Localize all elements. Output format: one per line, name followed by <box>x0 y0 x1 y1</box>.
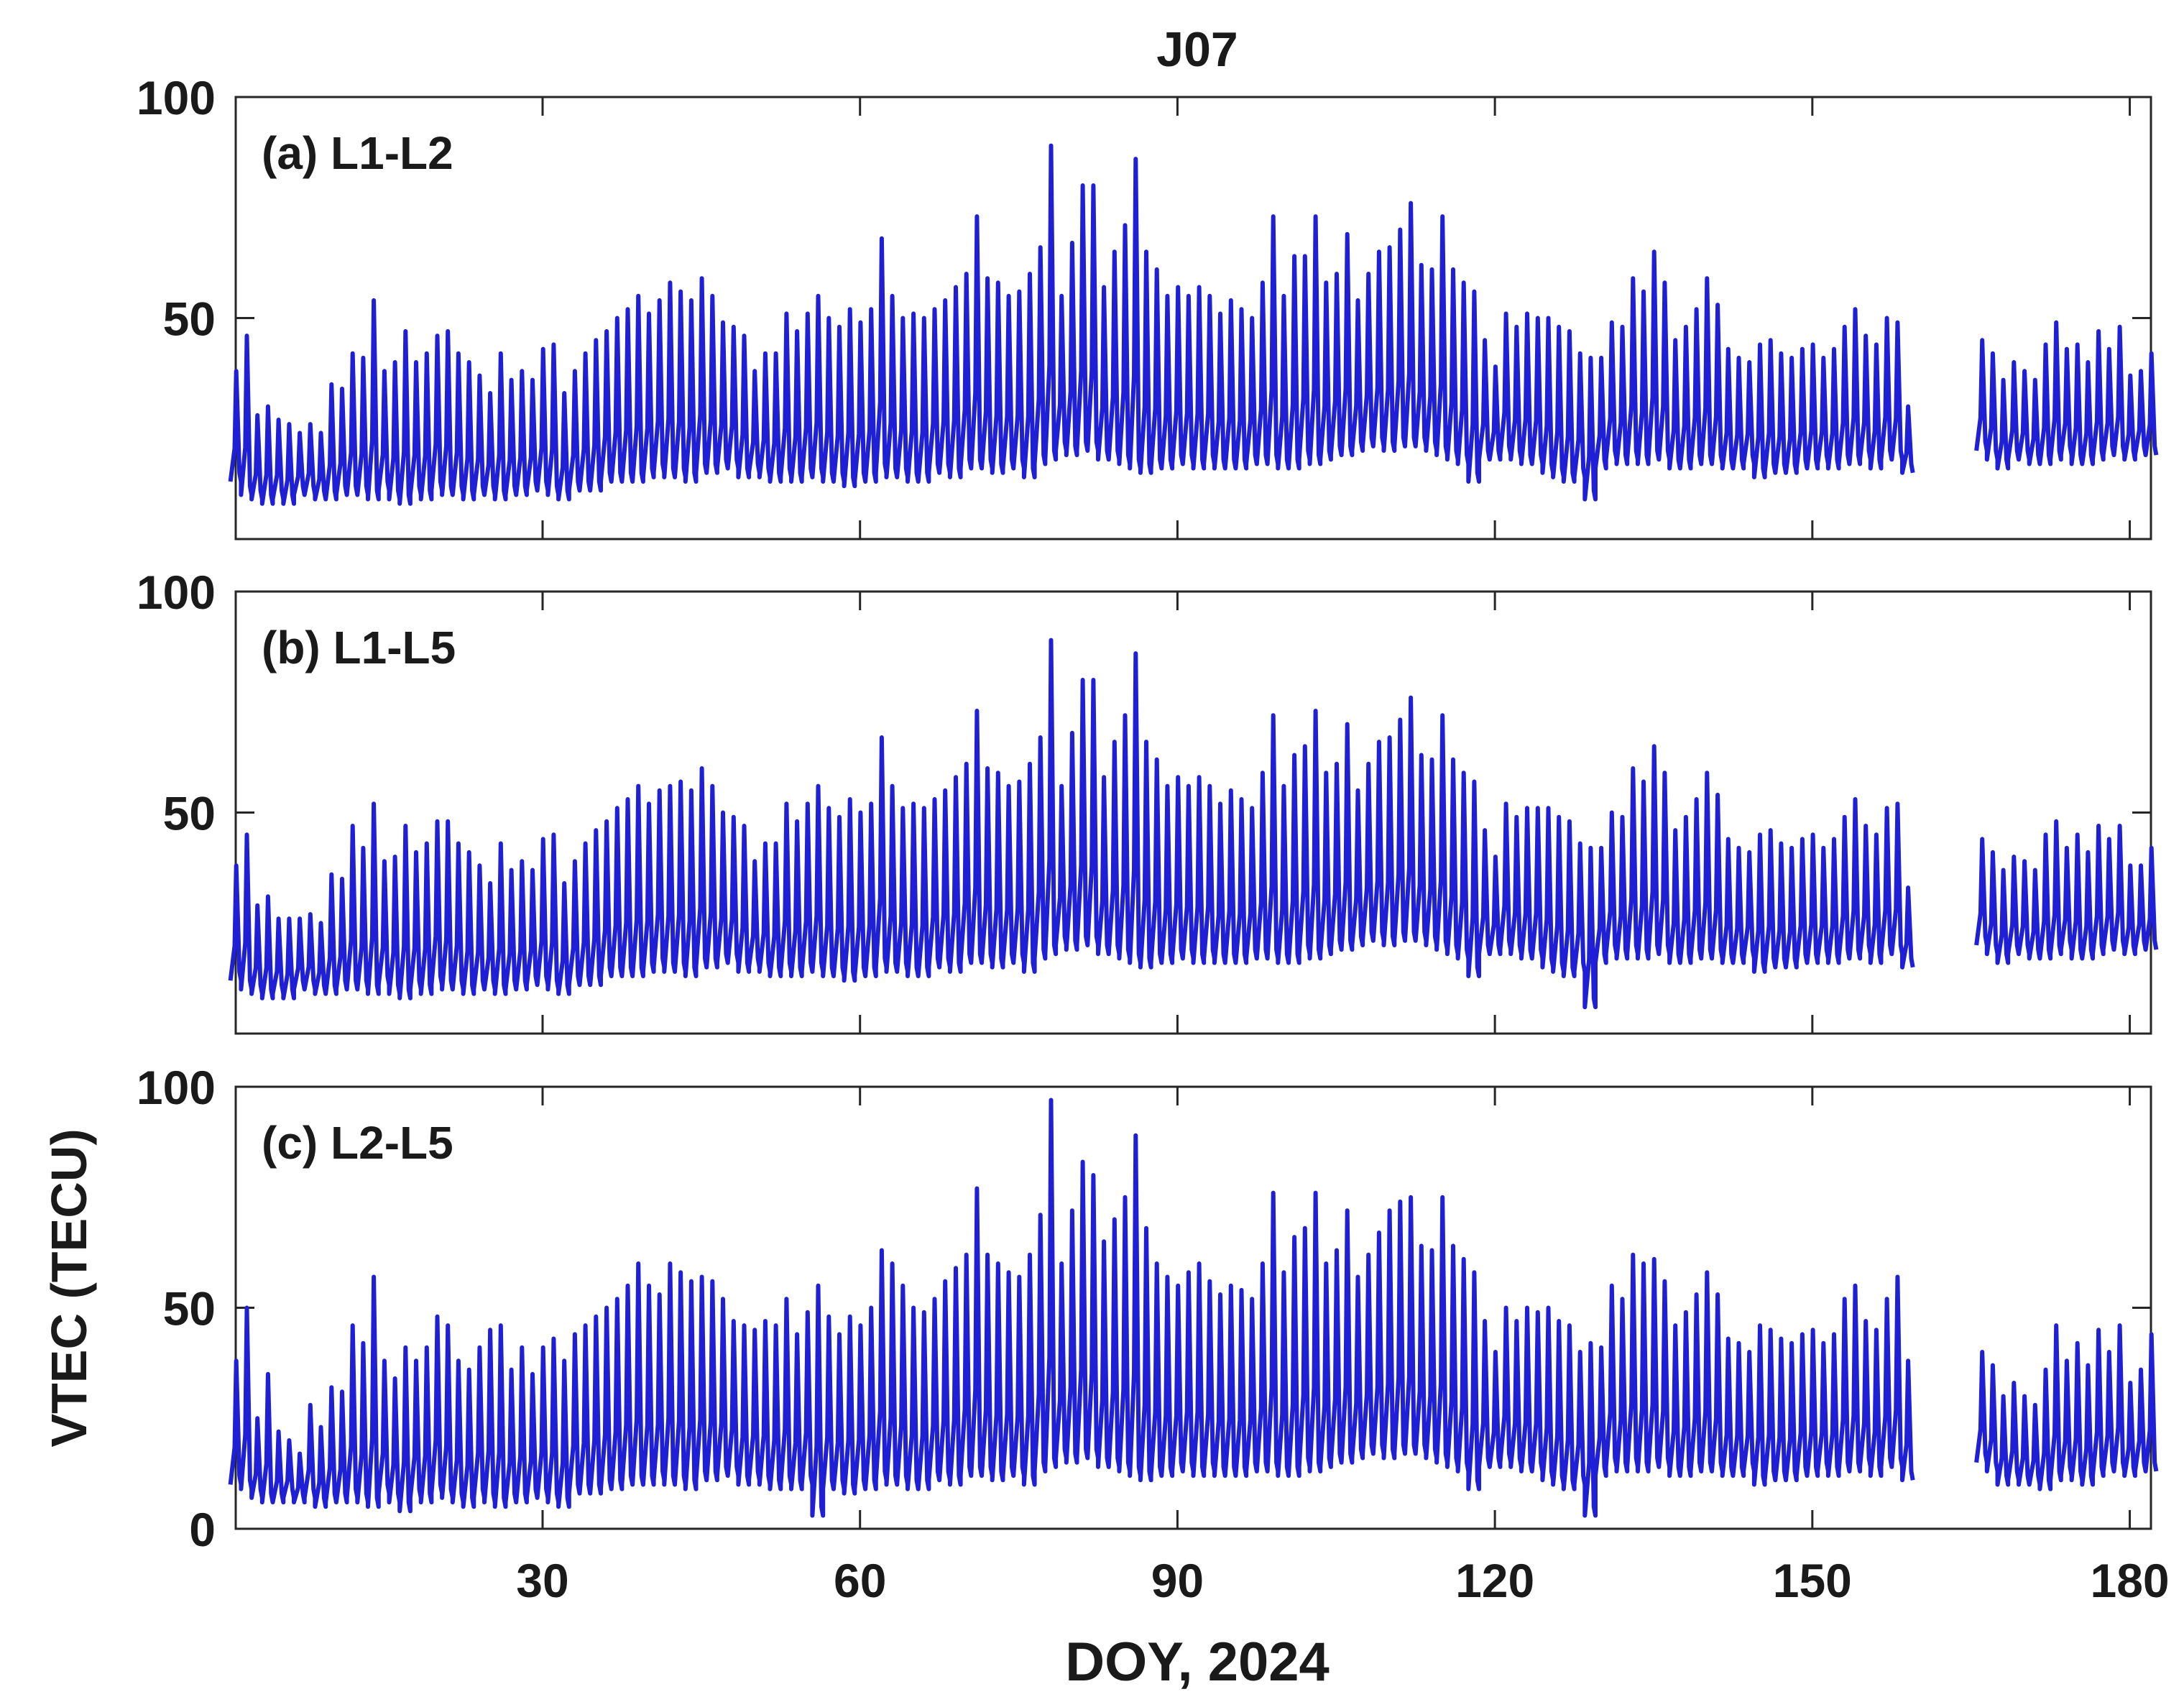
x-tick-label: 30 <box>516 1554 568 1607</box>
x-tick-label: 150 <box>1773 1554 1852 1607</box>
panel-label: (c) L2-L5 <box>262 1117 453 1169</box>
y-tick-label: 50 <box>163 293 216 346</box>
x-tick-label: 180 <box>2090 1554 2169 1607</box>
panel-label: (b) L1-L5 <box>262 622 456 673</box>
y-tick-label: 0 <box>189 1503 216 1556</box>
panels-group: 50 100 (a) L1-L2 50 100 (b) L1-L5 0 50 100 (c) L2… <box>137 71 2159 1556</box>
y-tick-label: 100 <box>137 566 216 619</box>
y-axis-label: VTEC (TECU) <box>41 1128 97 1447</box>
panel-0: 50 100 (a) L1-L2 <box>137 71 2159 540</box>
figure-title: J07 <box>1156 22 1238 77</box>
x-tick-label: 60 <box>834 1554 886 1607</box>
x-tick-labels: 30 60 90 120 150 180 <box>516 1554 2169 1607</box>
panel-1: 50 100 (b) L1-L5 <box>137 566 2159 1035</box>
panel-label: (a) L1-L2 <box>262 127 453 179</box>
y-tick-label: 50 <box>163 1282 216 1335</box>
panel-2: 0 50 100 (c) L2-L5 <box>137 1061 2159 1556</box>
vtec-series-line <box>228 1098 2159 1518</box>
vtec-series-line <box>228 638 2159 1010</box>
x-tick-label: 120 <box>1455 1554 1534 1607</box>
y-tick-label: 100 <box>137 1061 216 1114</box>
y-tick-label: 100 <box>137 71 216 124</box>
x-axis-label: DOY, 2024 <box>1065 1632 1330 1693</box>
y-tick-label: 50 <box>163 787 216 840</box>
x-tick-label: 90 <box>1151 1554 1204 1607</box>
vtec-series-line <box>228 143 2159 506</box>
